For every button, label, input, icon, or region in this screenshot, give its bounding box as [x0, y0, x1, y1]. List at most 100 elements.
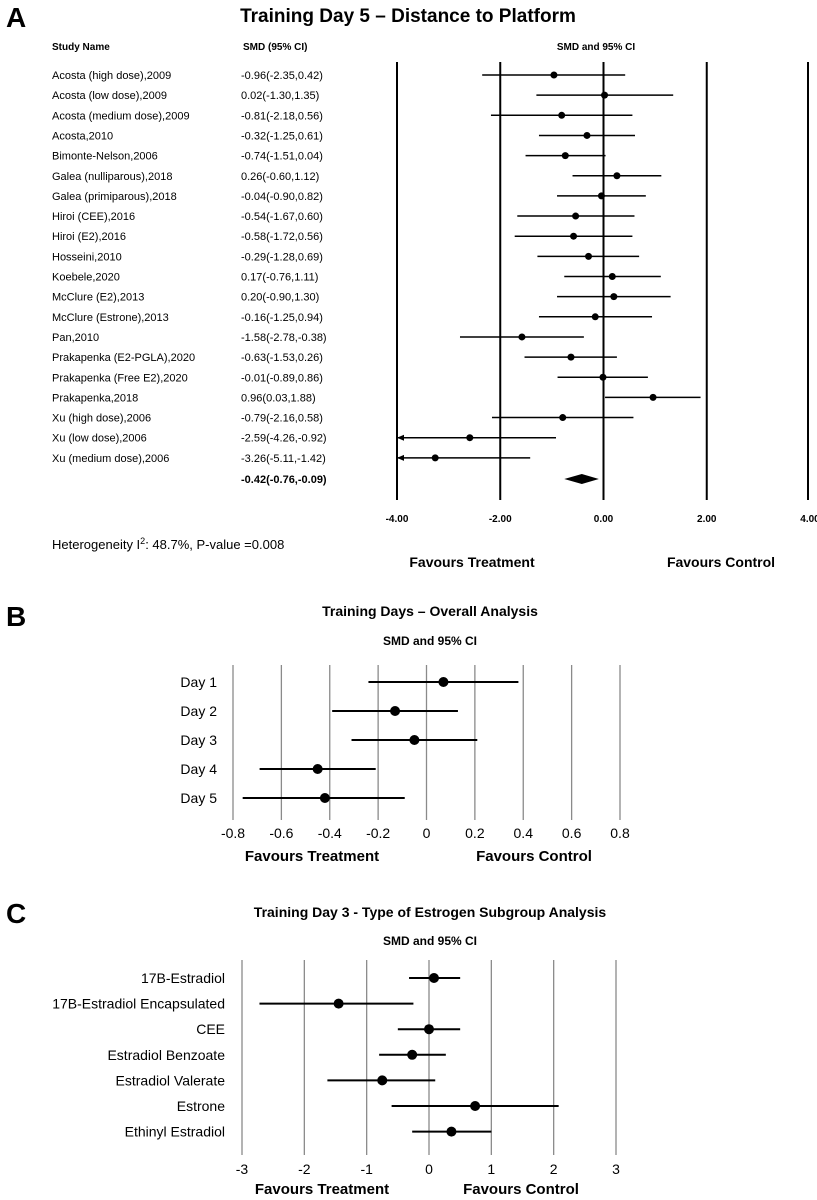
overall-ci-text: -0.42(-0.76,-0.09)	[241, 474, 327, 486]
point-estimate	[312, 764, 323, 774]
point-estimate	[409, 735, 420, 745]
chart-title: Training Day 3 - Type of Estrogen Subgro…	[254, 904, 607, 920]
study-name: Pan,2010	[52, 332, 99, 344]
point-estimate	[518, 333, 526, 341]
row-label: CEE	[196, 1021, 225, 1037]
study-name: Xu (low dose),2006	[52, 433, 147, 445]
study-ci-text: -0.54(-1.67,0.60)	[241, 211, 323, 223]
point-estimate	[599, 373, 607, 381]
study-ci-text: -0.96(-2.35,0.42)	[241, 70, 323, 82]
chart-title: Training Days – Overall Analysis	[322, 603, 538, 619]
row-label: Estrone	[177, 1098, 225, 1114]
x-tick-label: -2.00	[489, 514, 512, 525]
point-estimate	[333, 998, 344, 1009]
study-name: Acosta (medium dose),2009	[52, 110, 190, 122]
study-ci-text: -0.81(-2.18,0.56)	[241, 110, 323, 122]
row-label: Day 2	[180, 703, 217, 719]
row-label: Estradiol Valerate	[116, 1072, 226, 1088]
point-estimate	[466, 434, 474, 442]
point-estimate	[613, 172, 621, 180]
x-tick-label: -4.00	[386, 514, 409, 525]
chart-title: Training Day 5 – Distance to Platform	[240, 6, 576, 27]
row-label: Day 4	[180, 761, 217, 777]
chart-subtitle: SMD and 95% CI	[383, 634, 477, 648]
x-tick-label: -0.2	[366, 825, 390, 841]
point-estimate	[550, 71, 558, 79]
point-estimate	[390, 706, 401, 716]
row-label: Day 5	[180, 790, 217, 806]
point-estimate	[319, 793, 330, 803]
x-tick-label: -0.8	[221, 825, 245, 841]
study-name: Bimonte-Nelson,2006	[52, 151, 158, 163]
point-estimate	[424, 1024, 434, 1035]
point-estimate	[428, 973, 439, 983]
study-name: Hiroi (E2),2016	[52, 231, 126, 243]
row-label: Day 1	[180, 674, 217, 690]
study-name: McClure (Estrone),2013	[52, 312, 169, 324]
row-label: 17B-Estradiol	[141, 970, 225, 986]
study-ci-text: 0.02(-1.30,1.35)	[241, 90, 319, 102]
point-estimate	[585, 252, 593, 260]
row-label: 17B-Estradiol Encapsulated	[52, 996, 225, 1012]
x-tick-label: 3	[612, 1161, 620, 1177]
column-header-plot: SMD and 95% CI	[557, 42, 636, 53]
ci-arrow-marker	[397, 454, 404, 461]
study-ci-text: -0.63(-1.53,0.26)	[241, 352, 323, 364]
point-estimate	[431, 454, 439, 462]
point-estimate	[601, 91, 609, 99]
point-estimate	[591, 313, 599, 321]
x-tick-label: 1	[487, 1161, 495, 1177]
point-estimate	[572, 212, 580, 220]
favours-control-label: Favours Control	[476, 848, 592, 865]
x-tick-label: -0.4	[318, 825, 342, 841]
study-name: Prakapenka (E2-PGLA),2020	[52, 352, 195, 364]
column-header-smd: SMD (95% CI)	[243, 42, 307, 53]
study-ci-text: 0.96(0.03,1.88)	[241, 392, 316, 404]
heterogeneity-suffix: : 48.7%, P-value =0.008	[145, 537, 284, 552]
x-tick-label: 0.00	[594, 514, 614, 525]
study-ci-text: -1.58(-2.78,-0.38)	[241, 332, 327, 344]
study-name: Prakapenka,2018	[52, 392, 138, 404]
column-header-study: Study Name	[52, 42, 110, 53]
study-name: Acosta,2010	[52, 130, 113, 142]
row-label: Day 3	[180, 732, 217, 748]
panel-letter-c: C	[6, 898, 27, 929]
x-tick-label: -2	[298, 1161, 311, 1177]
study-ci-text: 0.17(-0.76,1.11)	[241, 272, 318, 284]
x-tick-label: 0	[423, 825, 431, 841]
point-estimate	[561, 152, 569, 160]
study-name: Xu (high dose),2006	[52, 413, 151, 425]
favours-control-label: Favours Control	[667, 554, 775, 570]
point-estimate	[558, 111, 566, 119]
point-estimate	[608, 273, 616, 280]
favours-control-label: Favours Control	[463, 1181, 579, 1198]
point-estimate	[470, 1101, 481, 1111]
x-tick-label: 4.00	[800, 514, 817, 525]
study-name: Acosta (high dose),2009	[52, 70, 171, 82]
study-name: Xu (medium dose),2006	[52, 453, 169, 465]
study-name: Acosta (low dose),2009	[52, 90, 167, 102]
panel-letter-a: A	[6, 2, 27, 33]
favours-treatment-label: Favours Treatment	[255, 1181, 389, 1198]
x-tick-label: 0	[425, 1161, 433, 1177]
study-ci-text: -0.01(-0.89,0.86)	[241, 372, 323, 384]
point-estimate	[446, 1126, 457, 1137]
x-tick-label: 0.2	[465, 825, 485, 841]
study-name: Koebele,2020	[52, 272, 120, 284]
point-estimate	[583, 131, 591, 139]
x-tick-label: 2	[550, 1161, 558, 1177]
overall-diamond	[564, 474, 599, 484]
study-ci-text: 0.26(-0.60,1.12)	[241, 171, 319, 183]
point-estimate	[570, 232, 578, 240]
point-estimate	[377, 1075, 388, 1086]
study-name: Galea (primiparous),2018	[52, 191, 177, 203]
point-estimate	[610, 293, 618, 301]
point-estimate	[567, 353, 575, 361]
x-tick-label: 0.8	[610, 825, 630, 841]
x-tick-label: 0.6	[562, 825, 582, 841]
study-name: Hosseini,2010	[52, 251, 122, 263]
heterogeneity-text: Heterogeneity I2: 48.7%, P-value =0.008	[52, 536, 284, 552]
x-tick-label: 2.00	[697, 514, 717, 525]
ci-arrow-marker	[397, 434, 404, 441]
